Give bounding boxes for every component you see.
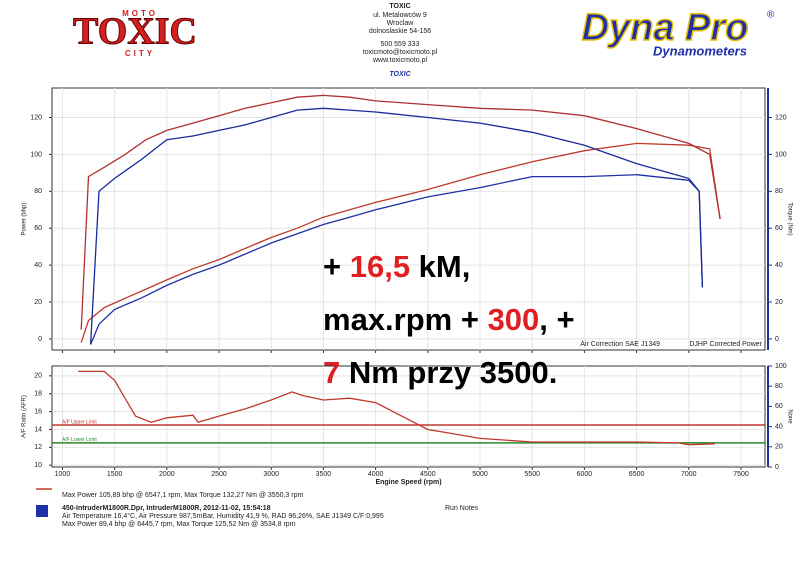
x-tick-label: 1500 — [107, 471, 123, 478]
footer-text: Max Power 105,89 bhp @ 6547,1 rpm, Max T… — [62, 492, 303, 499]
address-line: TOXIC — [389, 3, 410, 10]
series-line — [78, 370, 715, 446]
x-tick-label: 4500 — [420, 471, 436, 478]
y-tick-label: 16 — [34, 408, 42, 415]
annotation-line: 7 Nm przy 3500. — [323, 346, 575, 399]
annotation-part: Nm przy 3500. — [340, 355, 558, 390]
brand-sub: Dynamometers — [653, 43, 747, 58]
y2-tick-label: 80 — [775, 188, 783, 195]
reference-label: A/F Upper Limit — [62, 419, 97, 425]
annotation-part: , + — [539, 302, 575, 337]
address-line: www.toxicmoto.pl — [372, 57, 428, 64]
y-tick-label: 14 — [34, 426, 42, 433]
y2-tick-label: 60 — [775, 403, 783, 410]
y2-axis-label: None — [786, 409, 792, 424]
y2-tick-label: 60 — [775, 225, 783, 232]
y-axis-label: Power (bhp) — [22, 203, 28, 236]
y2-tick-label: 100 — [775, 151, 787, 158]
plot-area — [51, 87, 766, 351]
y2-tick-label: 0 — [775, 336, 779, 343]
y-axis-label: A/F Ratio (AFR) — [22, 395, 28, 438]
y2-tick-label: 0 — [775, 464, 779, 471]
footer-text: Max Power 89,4 bhp @ 6445,7 rpm, Max Tor… — [62, 521, 296, 528]
address-line: 500 559 333 — [381, 41, 420, 48]
annotation-line: + 16,5 kM, — [323, 240, 575, 293]
y2-tick-label: 100 — [775, 363, 787, 370]
logo: TOXIC — [73, 11, 197, 53]
x-tick-label: 5500 — [524, 471, 540, 478]
footer-text: Air Temperature 16,4°C, Air Pressure 987… — [62, 512, 384, 520]
y-tick-label: 20 — [34, 299, 42, 306]
y2-axis-label: Torque (Nm) — [786, 202, 792, 235]
y-tick-label: 0 — [38, 336, 42, 343]
corner-label: DJHP Corrected Power — [689, 341, 762, 348]
annotation-line: max.rpm + 300, + — [323, 293, 575, 346]
reference-label: A/F Lower Limit — [62, 437, 97, 443]
address-line: ul. Metalowców 9 — [373, 12, 427, 19]
annotation-part: + — [323, 249, 350, 284]
logo-bottom: CITY — [125, 49, 155, 58]
shop: TOXIC — [389, 71, 411, 78]
y-tick-label: 12 — [34, 444, 42, 451]
brand: Dyna Pro — [582, 7, 749, 49]
y2-tick-label: 20 — [775, 444, 783, 451]
x-tick-label: 6500 — [629, 471, 645, 478]
brand-mark: ® — [767, 10, 775, 21]
series-line — [80, 142, 721, 343]
y2-tick-label: 20 — [775, 299, 783, 306]
annotation-part: 16,5 — [349, 249, 411, 284]
x-tick-label: 6000 — [577, 471, 593, 478]
x-tick-label: 7000 — [681, 471, 697, 478]
x-tick-label: 5000 — [472, 471, 488, 478]
x-tick-label: 4000 — [368, 471, 384, 478]
corner-label: Air Correction SAE J1349 — [580, 341, 660, 348]
x-tick-label: 2500 — [211, 471, 227, 478]
run-swatch — [36, 505, 48, 517]
y-tick-label: 20 — [34, 373, 42, 380]
series-line — [89, 174, 704, 345]
footer-text: Run Notes — [445, 505, 479, 512]
x-tick-label: 3000 — [263, 471, 279, 478]
y-tick-label: 100 — [30, 151, 42, 158]
x-tick-label: 7500 — [733, 471, 749, 478]
x-axis-label: Engine Speed (rpm) — [375, 479, 441, 486]
y2-tick-label: 40 — [775, 423, 783, 430]
x-tick-label: 1000 — [55, 471, 71, 478]
annotation-part: 300 — [487, 302, 540, 337]
annotation-part: kM, — [410, 249, 471, 284]
y2-tick-label: 40 — [775, 262, 783, 269]
address-line: Wroclaw — [387, 20, 415, 27]
y-tick-label: 18 — [34, 391, 42, 398]
y-tick-label: 120 — [30, 114, 42, 121]
plot-area — [51, 365, 766, 468]
logo-top: MOTO — [122, 9, 158, 18]
y-tick-label: 60 — [34, 225, 42, 232]
annotation: + 16,5 kM, max.rpm + 300, +7 Nm przy 3500… — [323, 240, 575, 399]
y-tick-label: 40 — [34, 262, 42, 269]
x-tick-label: 3500 — [316, 471, 332, 478]
annotation-part: 7 — [323, 355, 341, 390]
x-tick-label: 2000 — [159, 471, 175, 478]
annotation-part: max.rpm + — [323, 302, 488, 337]
y-tick-label: 10 — [34, 462, 42, 469]
series-line — [89, 107, 704, 345]
footer-text: 450-IntruderM1800R.Dpr, IntruderM1800R, … — [62, 505, 271, 512]
y2-tick-label: 80 — [775, 383, 783, 390]
y2-tick-label: 120 — [775, 114, 787, 121]
y-tick-label: 80 — [34, 188, 42, 195]
address-line: dolnoslaskie 54-156 — [369, 28, 431, 35]
address-line: toxicmoto@toxicmoto.pl — [363, 49, 438, 56]
series-line — [80, 94, 721, 330]
